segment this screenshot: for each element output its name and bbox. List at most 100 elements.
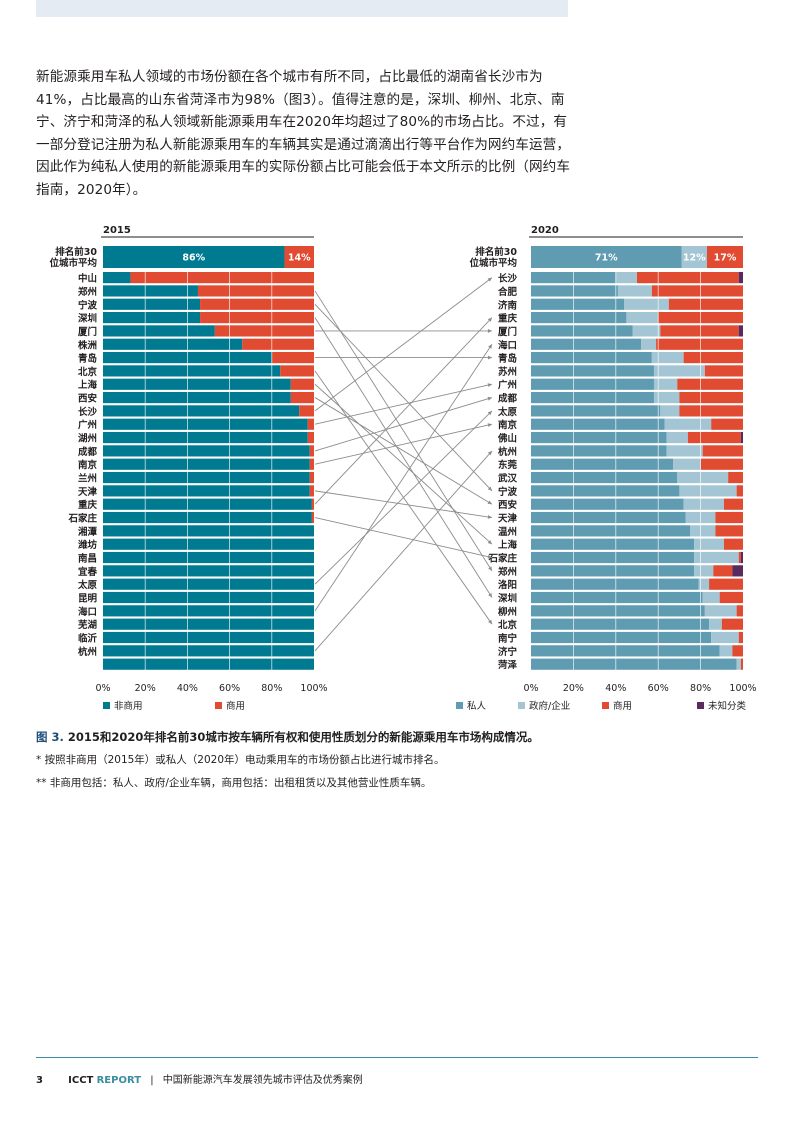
connector-arrowhead [487, 317, 492, 322]
connector-arrowhead [487, 554, 492, 559]
category-label: 临沂 [78, 633, 98, 645]
figure-caption: 图 3. 2015和2020年排名前30城市按车辆所有权和使用性质划分的新能源乘… [36, 729, 756, 745]
category-label: 青岛 [498, 353, 517, 365]
bar-segment-商用 [307, 431, 314, 444]
bar-segment-政府/企业 [617, 285, 652, 297]
legend-label: 私人 [467, 701, 487, 712]
category-label: 成都 [498, 393, 518, 405]
connector-line [314, 383, 493, 545]
bar-segment-私人 [531, 485, 680, 497]
category-label: 南京 [498, 419, 518, 431]
bar-segment-私人 [531, 631, 712, 644]
bar-segment-商用 [736, 485, 743, 497]
bar-segment-私人 [531, 431, 667, 444]
connector-arrowhead [487, 355, 492, 360]
bar-segment-商用 [271, 351, 314, 364]
bar-segment-商用 [656, 338, 743, 350]
category-label: 长沙 [498, 273, 518, 285]
bar-segment-私人 [531, 365, 654, 377]
bar-segment-商用 [713, 565, 733, 577]
bar-segment-商用 [679, 391, 743, 404]
footer-report: REPORT [96, 1075, 142, 1086]
category-label: 广州 [78, 419, 97, 431]
legend-label: 非商用 [114, 700, 143, 712]
connector-line [314, 303, 493, 492]
bar-segment-私人 [531, 498, 684, 510]
legend-label: 政府/企业 [529, 700, 570, 712]
panel-title-2020: 2020 [531, 225, 559, 236]
avg-label-line2: 位城市平均 [49, 257, 97, 269]
category-label: 厦门 [78, 326, 97, 338]
connector-line [314, 450, 493, 652]
category-label: 济南 [498, 299, 518, 311]
bar-segment-商用 [200, 298, 314, 310]
bar-segment-商用 [677, 378, 743, 390]
avg-label-line1: 排名前30 [475, 246, 517, 258]
x-tick-label: 40% [605, 683, 626, 694]
category-label: 佛山 [497, 433, 517, 445]
bar-segment-商用 [721, 618, 743, 630]
footer: 3 ICCT REPORT | 中国新能源汽车发展领先城市评估及优秀案例 [36, 1071, 363, 1086]
figure-title: 2015和2020年排名前30城市按车辆所有权和使用性质划分的新能源乘用车市场构… [67, 730, 539, 744]
bar-segment-商用 [687, 431, 741, 444]
category-label: 济宁 [498, 646, 518, 658]
bar-segment-商用 [280, 365, 314, 377]
bar-segment-非商用 [103, 591, 314, 604]
bar-segment-非商用 [103, 272, 131, 284]
bar-segment-非商用 [103, 445, 310, 457]
bar-segment-政府/企业 [632, 325, 661, 337]
bar-segment-商用 [732, 645, 743, 657]
bar-segment-私人 [531, 658, 737, 670]
bar-segment-商用 [200, 311, 314, 324]
footer-rule [36, 1057, 758, 1058]
legend-label: 商用 [613, 700, 632, 712]
bar-segment-政府/企业 [653, 365, 705, 377]
category-label: 合肥 [498, 286, 518, 298]
x-tick-label: 20% [135, 683, 156, 694]
bar-segment-未知分类 [738, 325, 743, 337]
category-label: 宁波 [78, 299, 98, 311]
category-label: 东莞 [498, 459, 518, 471]
x-tick-label: 20% [563, 683, 584, 694]
bar-segment-政府/企业 [709, 618, 722, 630]
bar-segment-政府/企业 [653, 378, 678, 390]
connector-line [314, 383, 493, 425]
bar-segment-非商用 [103, 578, 314, 590]
bar-segment-非商用 [103, 565, 314, 577]
bar-segment-非商用 [103, 605, 314, 617]
bar-segment-非商用 [103, 538, 314, 550]
legend-swatch-政府/企业 [518, 702, 525, 709]
bar-segment-私人 [531, 591, 703, 604]
category-label: 广州 [498, 379, 517, 391]
category-label: 郑州 [78, 286, 97, 298]
connector-line [314, 397, 493, 505]
x-tick-label: 60% [219, 683, 240, 694]
category-label: 洛阳 [498, 579, 517, 591]
bar-segment-政府/企业 [651, 351, 684, 364]
connector-arrowhead [487, 515, 492, 519]
avg-label-line2: 位城市平均 [469, 257, 517, 269]
bar-segment-非商用 [103, 631, 314, 644]
bar-segment-政府/企业 [679, 485, 737, 497]
x-tick-label: 100% [729, 683, 756, 694]
bar-segment-商用 [290, 378, 314, 390]
category-label: 杭州 [498, 446, 517, 458]
connector-arrowhead [487, 328, 492, 333]
bar-segment-商用 [723, 498, 743, 510]
bar-segment-非商用 [103, 325, 215, 337]
bar-segment-未知分类 [740, 431, 743, 444]
category-label: 湘潭 [78, 526, 98, 538]
avg-data-label: 17% [714, 253, 737, 264]
page-number: 3 [36, 1075, 43, 1086]
bar-segment-商用 [130, 272, 314, 284]
bar-segment-商用 [736, 605, 743, 617]
connector-line [314, 397, 493, 452]
bar-segment-非商用 [103, 511, 312, 524]
avg-segment-非商用 [103, 246, 285, 268]
category-label: 南京 [78, 459, 98, 471]
bar-segment-政府/企业 [666, 445, 703, 457]
avg-data-label: 12% [683, 253, 706, 264]
bar-segment-私人 [531, 391, 654, 404]
bar-segment-非商用 [103, 431, 308, 444]
x-tick-label: 100% [300, 683, 327, 694]
